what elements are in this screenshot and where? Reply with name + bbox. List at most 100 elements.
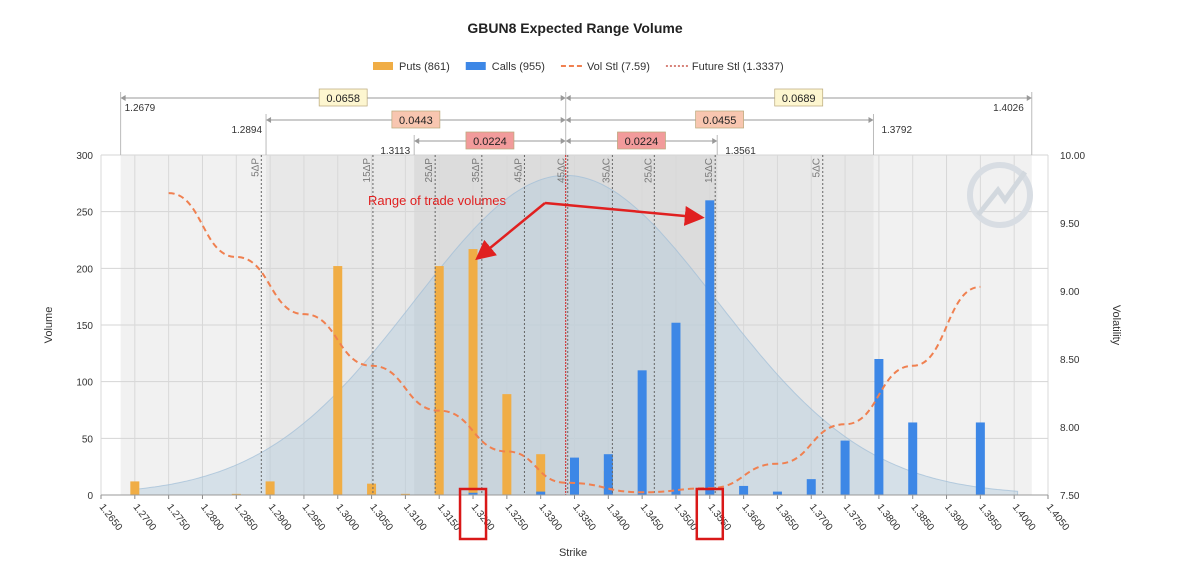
bar-call[interactable] <box>705 200 715 496</box>
annotation-arrow <box>544 201 705 226</box>
bar-call[interactable] <box>603 454 613 495</box>
bar-put[interactable] <box>400 493 410 495</box>
bar-call[interactable] <box>739 485 749 495</box>
bar-call[interactable] <box>874 359 884 495</box>
y-tick-label: 0 <box>87 491 93 502</box>
y-tick-label: 200 <box>76 264 93 275</box>
range-width-box <box>391 110 441 129</box>
x-tick-label: 1.4050 <box>1044 502 1072 533</box>
bar-call[interactable] <box>637 370 647 495</box>
delta-label: 15ΔC <box>704 158 715 183</box>
range-width-box <box>465 131 515 150</box>
x-tick-label: 1.3700 <box>807 502 835 533</box>
x-tick-label: 1.3750 <box>841 502 869 533</box>
x-tick-label: 1.3650 <box>773 502 801 533</box>
range-high-label: 1.3561 <box>725 146 756 157</box>
range-width-box <box>695 110 744 129</box>
bar-put[interactable] <box>231 493 241 495</box>
x-tick-label: 1.2800 <box>198 502 226 533</box>
legend-item[interactable]: Future Stl (1.3337) <box>665 61 784 73</box>
bar-put[interactable] <box>502 394 512 495</box>
bar-put[interactable] <box>434 266 444 495</box>
delta-label: 15ΔP <box>362 158 373 183</box>
x-tick-label: 1.4000 <box>1010 502 1038 533</box>
bar-put[interactable] <box>468 249 478 495</box>
legend-item[interactable]: Vol Stl (7.59) <box>560 61 650 73</box>
legend-label: Vol Stl (7.59) <box>587 61 650 73</box>
bar-call[interactable] <box>772 491 782 495</box>
y-tick-label: 100 <box>76 378 93 389</box>
legend[interactable]: Puts (861) Calls (955) Vol Stl (7.59) Futur… <box>373 61 784 73</box>
x-tick-label: 1.3800 <box>875 502 903 533</box>
annotation-label: Range of trade volumes <box>368 193 507 208</box>
x-tick-label: 1.3900 <box>942 502 970 533</box>
x-axis-title: Strike <box>559 547 587 559</box>
delta-label: 25ΔC <box>643 158 654 183</box>
y-tick-label: 50 <box>82 434 94 445</box>
delta-label: 35ΔP <box>471 158 482 183</box>
range-high-label: 1.4026 <box>993 103 1024 114</box>
x-tick-label: 1.3050 <box>367 502 395 533</box>
bar-call[interactable] <box>840 440 850 495</box>
highlight-box <box>458 487 488 541</box>
highlight-box <box>695 487 725 541</box>
legend-item[interactable]: Puts (861) <box>373 61 450 73</box>
range-width-label: 0.0658 <box>326 93 360 105</box>
bar-put[interactable] <box>536 454 546 495</box>
x-tick-label: 1.3100 <box>401 502 429 533</box>
x-tick-label: 1.3450 <box>638 502 666 533</box>
x-tick-label: 1.3250 <box>502 502 530 533</box>
range-low-label: 1.3113 <box>380 146 410 157</box>
range-width-box <box>774 88 824 107</box>
annotation-arrow <box>475 202 546 261</box>
bar-call[interactable] <box>536 491 546 495</box>
x-tick-label: 1.3150 <box>435 502 463 533</box>
legend-swatch <box>373 62 393 70</box>
x-tick-label: 1.2700 <box>130 502 158 533</box>
x-tick-label: 1.2900 <box>266 502 294 533</box>
y2-tick-label: 9.00 <box>1060 287 1080 298</box>
y2-tick-label: 8.00 <box>1060 423 1080 434</box>
bar-call[interactable] <box>908 422 918 495</box>
x-tick-label: 1.3400 <box>604 502 632 533</box>
bar-put[interactable] <box>333 266 343 495</box>
bar-call[interactable] <box>468 492 478 495</box>
range-brackets-layer: 1.2679 1.4026 0.0658 0.0689 1.2894 1.3792 0.04… <box>120 88 1033 157</box>
x-tick-label: 1.2650 <box>97 502 125 533</box>
y2-tick-label: 8.50 <box>1060 355 1080 366</box>
x-tick-label: 1.2950 <box>300 502 328 533</box>
y2-axis-title: Volatility <box>1110 305 1122 346</box>
range-width-label: 0.0224 <box>473 136 507 148</box>
x-tick-label: 1.3300 <box>536 502 564 533</box>
y2-tick-label: 7.50 <box>1060 491 1080 502</box>
bar-call[interactable] <box>806 479 816 495</box>
bar-put[interactable] <box>130 481 140 495</box>
range-low-label: 1.2679 <box>125 103 156 114</box>
chart-title: GBUN8 Expected Range Volume <box>467 20 683 36</box>
delta-label: 25ΔP <box>424 158 435 183</box>
range-width-box <box>617 131 666 150</box>
watermark-logo-mark <box>976 170 1028 217</box>
bar-call[interactable] <box>975 422 985 495</box>
legend-label: Puts (861) <box>399 61 450 73</box>
range-width-label: 0.0443 <box>399 115 433 127</box>
y2-tick-label: 10.00 <box>1060 151 1085 162</box>
x-tick-label: 1.3200 <box>469 502 497 533</box>
delta-label: 45ΔP <box>513 158 524 183</box>
legend-label: Calls (955) <box>492 61 545 73</box>
range-high-label: 1.3792 <box>881 125 912 136</box>
legend-item[interactable]: Calls (955) <box>465 61 545 73</box>
legend-swatch <box>465 62 486 70</box>
range-bracket-arrows <box>266 117 874 123</box>
x-tick-label: 1.2750 <box>164 502 192 533</box>
bar-put[interactable] <box>265 481 275 495</box>
range-width-label: 0.0224 <box>625 136 659 148</box>
range-low-label: 1.2894 <box>231 125 262 136</box>
range-width-label: 0.0689 <box>782 93 816 105</box>
bar-put[interactable] <box>367 483 377 495</box>
bar-call[interactable] <box>671 322 681 495</box>
bar-call[interactable] <box>570 457 579 495</box>
y-tick-label: 300 <box>76 151 93 162</box>
